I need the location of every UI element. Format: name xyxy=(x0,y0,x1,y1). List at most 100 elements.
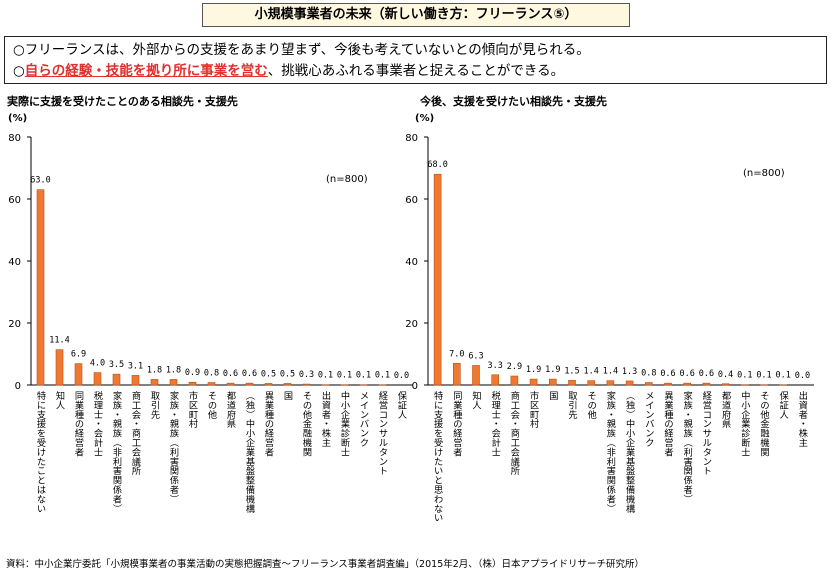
page-title: 小規模事業者の未来（新しい働き方：フリーランス⑤） xyxy=(202,3,630,27)
chart-1-value-label: 3.5 xyxy=(109,360,124,370)
chart-1-bar xyxy=(283,383,292,386)
chart-1-category-label: 取引先 xyxy=(151,391,160,421)
chart-1-category-label: 保証人 xyxy=(398,390,407,421)
chart-1-bar xyxy=(207,382,216,386)
chart-2-value-label: 6.3 xyxy=(468,351,483,361)
chart-2-bar xyxy=(548,378,557,386)
chart-2-category-label: 都道府県 xyxy=(722,391,731,430)
chart-2-category-label: 税理士・会計士 xyxy=(492,390,501,458)
chart-2-bar xyxy=(433,173,442,386)
chart-1-value-label: 1.8 xyxy=(166,365,181,375)
chart-2-bar xyxy=(452,362,461,386)
chart-2-category-label: ︵独︶中小企業基盤整備機構 xyxy=(626,391,635,515)
chart-1-bar xyxy=(188,381,197,386)
chart-1-category-label: 同業種の経営者 xyxy=(75,391,84,458)
chart-1-value-label: 0.5 xyxy=(261,369,276,379)
chart-1-bar xyxy=(112,373,121,386)
chart-2-bar xyxy=(644,382,653,386)
chart-1-value-label: 0.6 xyxy=(242,369,257,379)
chart-2-bar xyxy=(721,383,730,386)
chart-2-category-label: 中小企業診断士 xyxy=(741,390,750,458)
chart-1-value-label: 11.4 xyxy=(49,336,69,346)
chart-1-category-label: 商工会・商工会議所 xyxy=(132,390,141,477)
chart-2-category-label: 経営コンサルタント xyxy=(703,390,712,477)
chart-1-y-tick-label: 60 xyxy=(8,195,21,206)
chart-1-category-label: 税理士・会計士 xyxy=(94,390,103,458)
chart-2-category-label: 保証人 xyxy=(780,390,789,421)
chart-2-value-label: 1.4 xyxy=(584,367,599,377)
chart-2-bar xyxy=(510,375,519,386)
chart-2-category-label: 国 xyxy=(549,391,558,402)
summary-box: ○フリーランスは、外部からの支援をあまり望まず、今後も考えていないとの傾向が見ら… xyxy=(4,36,827,84)
chart-1-value-label: 0.5 xyxy=(280,369,295,379)
chart-2-n-note: (n=800) xyxy=(743,168,785,179)
chart-1-value-label: 0.3 xyxy=(299,370,314,380)
chart-1-bar xyxy=(264,383,273,386)
chart-1-bar xyxy=(150,379,159,386)
source-note: 資料：中小企業庁委託「小規模事業者の事業活動の実態把握調査～フリーランス事業者調… xyxy=(6,559,645,570)
chart-2-bar xyxy=(587,380,596,386)
chart-2-value-label: 0.6 xyxy=(699,369,714,379)
chart-2-value-label: 0.1 xyxy=(756,371,771,381)
chart-2-value-label: 68.0 xyxy=(427,160,447,170)
chart-1-bar xyxy=(74,363,83,386)
chart-1-value-label: 1.8 xyxy=(147,365,162,375)
chart-1-n-note: (n=800) xyxy=(326,174,368,185)
chart-2-value-label: 1.3 xyxy=(622,367,637,377)
summary-bullet: ○ xyxy=(13,63,25,79)
chart-2-value-label: 0.0 xyxy=(795,371,810,381)
chart-1-category-label: 知人 xyxy=(56,390,65,411)
chart-1-value-label: 0.1 xyxy=(375,371,390,381)
chart-2-bar xyxy=(625,380,634,386)
chart-2-title: 今後、支援を受けたい相談先・支援先 xyxy=(420,95,607,108)
chart-2-bar xyxy=(529,378,538,386)
chart-2-value-label: 0.1 xyxy=(737,371,752,381)
chart-1-bar xyxy=(93,372,102,386)
chart-2-category-label: メインバンク xyxy=(645,391,654,449)
chart-2-value-label: 7.0 xyxy=(449,349,464,359)
chart-2-y-tick-label: 20 xyxy=(405,319,418,330)
chart-1-category-label: 都道府県 xyxy=(227,391,236,430)
chart-2-ylabel: (%) xyxy=(415,113,435,124)
chart-2-bar xyxy=(702,382,711,386)
chart-2-y-tick-label: 80 xyxy=(405,133,418,144)
chart-2-category-label: 同業種の経営者 xyxy=(453,391,462,458)
chart-1-category-label: 出資者・株主 xyxy=(322,390,331,449)
chart-2-value-label: 1.9 xyxy=(526,365,541,375)
chart-1-bar xyxy=(169,379,178,386)
chart-2-value-label: 3.3 xyxy=(488,361,503,371)
chart-1-category-label: メインバンク xyxy=(360,391,369,449)
chart-1-category-label: その他金融機関 xyxy=(303,391,312,458)
chart-1-y-tick-label: 20 xyxy=(8,319,21,330)
chart-2-value-label: 0.4 xyxy=(718,370,733,380)
chart-1-category-label: ︵独︶中小企業基盤整備機構 xyxy=(246,391,255,515)
chart-2-category-label: 市区町村 xyxy=(530,390,539,430)
chart-1-value-label: 6.9 xyxy=(71,350,86,360)
chart-2-category-label: その他 xyxy=(588,391,597,421)
chart-1-value-label: 0.1 xyxy=(318,371,333,381)
chart-2-bar xyxy=(568,380,576,386)
chart-1-bar xyxy=(302,383,311,386)
chart-1-value-label: 63.0 xyxy=(30,176,50,186)
chart-2-bar xyxy=(491,374,500,386)
chart-2-category-label: 特に支援を受けたいと思わない xyxy=(434,390,443,524)
chart-1-value-label: 0.8 xyxy=(204,369,219,379)
chart-2-value-label: 1.9 xyxy=(545,365,560,375)
chart-2-category-label: 出資者・株主 xyxy=(799,390,808,449)
chart-1-category-label: 国 xyxy=(284,391,293,402)
chart-2-value-label: 2.9 xyxy=(507,362,522,372)
chart-1-value-label: 0.0 xyxy=(394,371,409,381)
chart-1-title: 実際に支援を受けたことのある相談先・支援先 xyxy=(7,95,238,108)
chart-2-y-tick-label: 0 xyxy=(412,381,418,392)
chart-2-bar xyxy=(606,380,615,386)
summary-line-1: ○フリーランスは、外部からの支援をあまり望まず、今後も考えていないとの傾向が見ら… xyxy=(13,42,590,58)
chart-2-value-label: 0.1 xyxy=(776,371,791,381)
chart-2-category-label: 異業種の経営者 xyxy=(664,391,673,458)
chart-1-y-tick-label: 0 xyxy=(15,381,21,392)
chart-2-bar xyxy=(683,382,692,386)
chart-1-value-label: 3.1 xyxy=(128,361,143,371)
chart-2-value-label: 0.8 xyxy=(641,369,656,379)
chart-1-value-label: 4.0 xyxy=(90,359,105,369)
chart-1-value-label: 0.1 xyxy=(356,371,371,381)
summary-line-2: ○自らの経験・技能を拠り所に事業を営む、挑戦心あふれる事業者と捉えることができる… xyxy=(13,61,818,82)
